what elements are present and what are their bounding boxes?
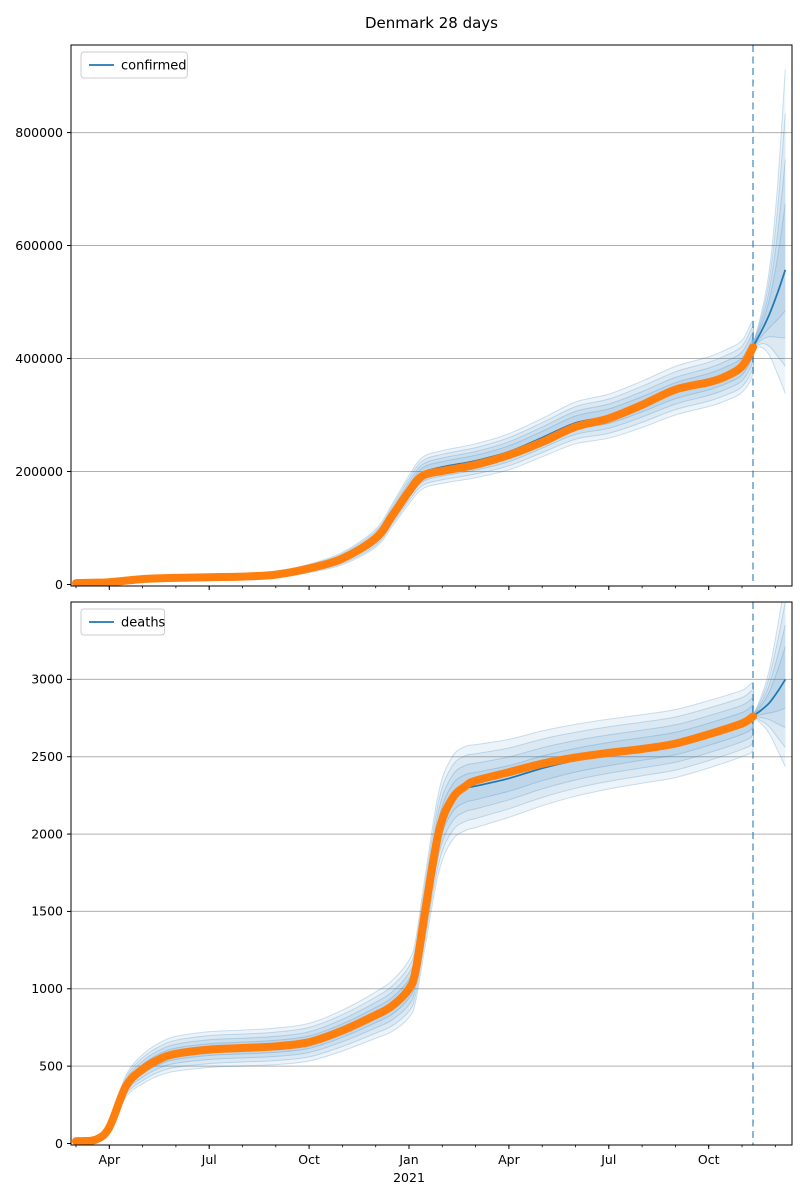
y-tick-label: 400000 [15,351,63,366]
band-quantile-line [75,69,786,583]
x-tick-label: Apr [98,1152,120,1167]
axes-spines [70,44,793,587]
x-axis [75,586,776,590]
band-area [76,203,786,584]
y-tick-label: 1500 [31,904,63,919]
band-quantile-line [75,310,786,584]
x-tick-label: Jan [398,1152,418,1167]
plot-inner [72,45,787,586]
band-quantile-line [75,717,786,1143]
x-tick-label: Jul [201,1152,217,1167]
y-tick-label: 1000 [31,981,63,996]
y-tick-label: 0 [55,1136,63,1151]
band-quantile-line [75,602,783,1141]
y-gridlines [71,132,792,473]
band-quantile-line [75,716,786,1143]
y-tick-label: 3000 [31,672,63,687]
x-tick-label: Jul [600,1152,616,1167]
y-tick-label: 2500 [31,749,63,764]
axes-spines [70,601,793,1146]
legend-label: confirmed [121,59,187,74]
y-tick-label: 0 [55,577,63,592]
x-year-label: 2021 [393,1170,425,1185]
x-tick-label: Oct [298,1152,320,1167]
uncertainty-band [75,69,786,585]
y-tick-label: 500 [39,1058,63,1073]
observed-data-dots [72,712,757,1145]
y-axis: 0 500 1000 1500 2000 2500 3000 [31,672,71,1151]
band-quantile-line [75,716,786,1143]
y-tick-label: 800000 [15,125,63,140]
observed-data-dots [72,343,757,586]
y-tick-label: 2000 [31,826,63,841]
y-tick-label: 600000 [15,238,63,253]
band-quantile-line [75,113,786,583]
plot-inner [72,602,787,1145]
band-quantile-line [75,624,786,1142]
x-tick-label: Apr [498,1152,520,1167]
legend: confirmed [80,51,188,79]
band-area [76,69,786,584]
legend-label: deaths [121,616,166,631]
deaths-plot: 0 500 1000 1500 2000 2500 3000 Apr Jul Oct Jan Apr J… [31,601,793,1185]
y-gridlines [71,678,792,1067]
legend-box [80,51,188,79]
x-tick-label: Oct [698,1152,720,1167]
legend-box [80,608,166,636]
band-area [76,113,786,584]
y-axis: 0 200000 400000 600000 800000 [15,125,71,592]
band-quantile-line [75,602,786,1142]
legend: deaths [80,608,166,636]
y-tick-label: 200000 [15,464,63,479]
chart-title: Denmark 28 days [365,14,498,32]
x-axis: Apr Jul Oct Jan Apr Jul Oct 2021 [75,1145,776,1185]
model-line [75,269,787,584]
confirmed-plot: 0 200000 400000 600000 800000 confirmed [15,44,793,592]
